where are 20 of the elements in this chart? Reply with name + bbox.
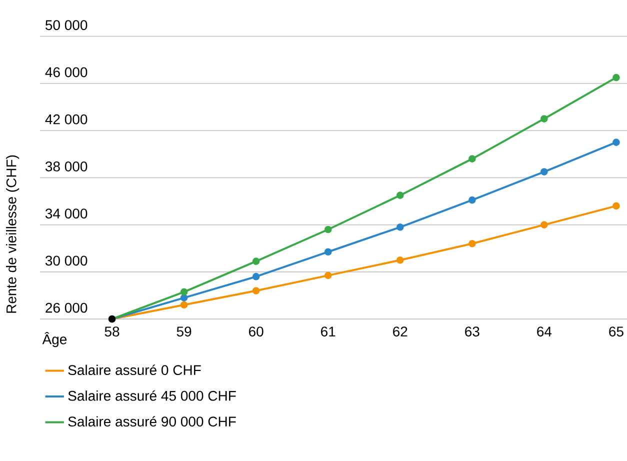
legend-label: Salaire assuré 45 000 CHF bbox=[68, 390, 236, 401]
y-tick-label: 42 000 bbox=[45, 114, 88, 124]
y-tick-label: 46 000 bbox=[45, 67, 88, 78]
legend-label: Salaire assuré 90 000 CHF bbox=[68, 416, 236, 427]
x-tick-label: 63 bbox=[465, 326, 480, 337]
x-tick-label: 58 bbox=[104, 326, 120, 337]
x-tick-label: 59 bbox=[176, 326, 192, 337]
x-axis-title: Âge bbox=[42, 332, 67, 348]
x-tick-label: 62 bbox=[393, 326, 408, 337]
legend-label: Salaire assuré 0 CHF bbox=[68, 364, 201, 376]
y-tick-label: 34 000 bbox=[45, 208, 88, 219]
y-tick-label: 50 000 bbox=[46, 20, 88, 30]
x-tick-label: 61 bbox=[321, 326, 336, 337]
x-tick-label: 64 bbox=[537, 326, 552, 337]
y-axis-title: Rente de vieillesse (CHF) bbox=[6, 155, 20, 313]
y-tick-label: 38 000 bbox=[45, 162, 88, 172]
y-tick-label: 30 000 bbox=[45, 256, 88, 266]
x-tick-label: 65 bbox=[609, 326, 624, 337]
x-tick-label: 60 bbox=[249, 326, 264, 337]
y-tick-label: 26 000 bbox=[46, 302, 88, 313]
